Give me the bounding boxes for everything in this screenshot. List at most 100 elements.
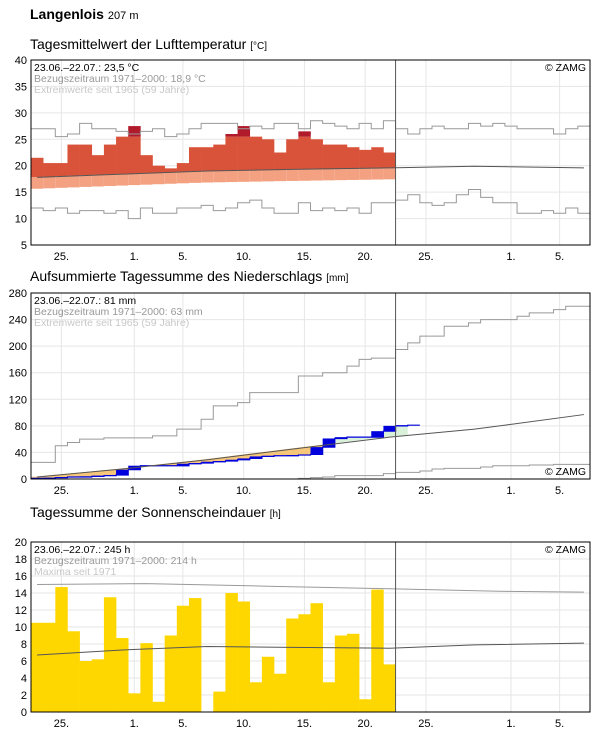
temp-mean-bar: [213, 170, 226, 183]
sun-bar: [31, 622, 44, 712]
temp-bar: [334, 144, 348, 169]
temp-base: [201, 170, 214, 245]
x-tick-label: 1.: [506, 251, 515, 263]
temp-base: [213, 170, 226, 245]
x-tick-label: 10.: [236, 485, 251, 497]
temp-bar: [31, 157, 44, 178]
temp-mean-bar: [31, 177, 44, 189]
x-tick-label: 1.: [130, 718, 139, 729]
plot-frame: [30, 59, 591, 246]
temp-base: [31, 177, 44, 245]
temp-bar: [371, 147, 384, 168]
precip-step: [322, 438, 335, 448]
sun-bar: [55, 587, 68, 712]
envelope-line: [31, 305, 590, 463]
envelope-line: [37, 583, 584, 593]
precip-step: [176, 463, 189, 466]
sun-bar: [116, 638, 129, 712]
temp-bar: [298, 136, 311, 170]
y-tick-label: 280: [9, 288, 27, 300]
precip-step: [383, 425, 396, 432]
temp-mean-bar: [188, 171, 202, 183]
x-tick-label: 15.: [297, 485, 312, 497]
y-tick-label: 12: [15, 605, 27, 617]
station-header: Langenlois 207 m: [30, 6, 138, 22]
sun-bar: [322, 682, 336, 712]
precip-title: Aufsummierte Tagessumme des Niederschlag…: [30, 268, 348, 284]
y-tick-label: 20: [15, 537, 27, 549]
temp-bar: [274, 152, 287, 170]
y-tick-label: 200: [9, 341, 27, 353]
temp-extreme-bar: [298, 131, 311, 137]
temp-mean-bar: [322, 168, 336, 181]
sun-bar: [249, 682, 263, 712]
sun-bar: [261, 656, 275, 712]
precip-step: [225, 459, 238, 462]
y-tick-label: 35: [15, 81, 27, 93]
y-tick-label: 25: [15, 134, 27, 146]
precip-unit: [mm]: [326, 273, 349, 284]
temp-base: [346, 168, 360, 245]
x-tick-label: 25.: [418, 251, 433, 263]
sun-bar: [225, 593, 238, 712]
temp-base: [128, 173, 141, 245]
temp-base: [383, 167, 396, 245]
temp-base: [140, 173, 153, 245]
temp-mean-bar: [383, 167, 396, 180]
x-tick-label: 20.: [358, 485, 373, 497]
y-tick-label: 80: [15, 421, 27, 433]
sun-bar: [371, 589, 384, 712]
temp-title: Tagesmittelwert der Lufttemperatur [°C]: [30, 36, 267, 52]
temp-mean-bar: [286, 169, 299, 181]
temp-base: [249, 169, 263, 245]
info-line-1: Bezugszeitraum 1971–2000: 63 mm: [34, 306, 203, 318]
info-line-1: Bezugszeitraum 1971–2000: 18,9 °C: [34, 73, 206, 85]
copyright-label: © ZAMG: [545, 466, 586, 478]
temp-bar: [79, 144, 93, 176]
precip-step: [116, 469, 129, 476]
y-tick-label: 240: [9, 315, 27, 327]
x-tick-label: 15.: [297, 718, 312, 729]
envelope-line: [31, 120, 590, 138]
y-tick-label: 160: [9, 368, 27, 380]
temp-base: [55, 176, 68, 245]
x-tick-label: 25.: [418, 718, 433, 729]
sun-bar: [164, 635, 178, 712]
temp-mean-bar: [164, 172, 178, 184]
sun-bar: [310, 603, 323, 712]
precip-surplus-area: [31, 425, 408, 478]
temp-bar: [383, 152, 396, 168]
sun-bar: [103, 597, 117, 712]
sun-bar: [383, 664, 396, 712]
x-tick-label: 20.: [358, 718, 373, 729]
temp-bar: [322, 144, 336, 169]
y-tick-label: 0: [21, 707, 27, 719]
temp-mean-bar: [103, 174, 117, 187]
y-tick-label: 0: [21, 474, 27, 486]
temp-bar: [91, 155, 105, 175]
temp-mean-bar: [249, 169, 263, 182]
temp-base: [274, 169, 287, 245]
temp-base: [261, 169, 275, 245]
info-line-2: Extremwerte seit 1965 (59 Jahre): [34, 84, 189, 96]
sun-unit: [h]: [269, 509, 281, 520]
x-tick-label: 25.: [54, 251, 69, 263]
precip-step: [310, 447, 323, 455]
temp-base: [310, 168, 323, 245]
temp-base: [103, 174, 117, 245]
temp-base: [371, 167, 384, 245]
precip-cumulative-line: [31, 424, 420, 479]
x-tick-label: 10.: [236, 251, 251, 263]
precip-step: [237, 458, 250, 460]
y-tick-label: 4: [21, 673, 27, 685]
x-tick-label: 5.: [178, 718, 187, 729]
x-tick-label: 5.: [555, 485, 564, 497]
info-line-0: 23.06.–22.07.: 81 mm: [34, 295, 136, 307]
x-tick-label: 25.: [418, 485, 433, 497]
y-tick-label: 5: [21, 240, 27, 252]
x-tick-label: 1.: [130, 251, 139, 263]
station-elevation: 207 m: [107, 10, 139, 22]
envelope-line: [31, 189, 590, 220]
y-tick-label: 8: [21, 639, 27, 651]
sun-bar: [43, 622, 56, 712]
